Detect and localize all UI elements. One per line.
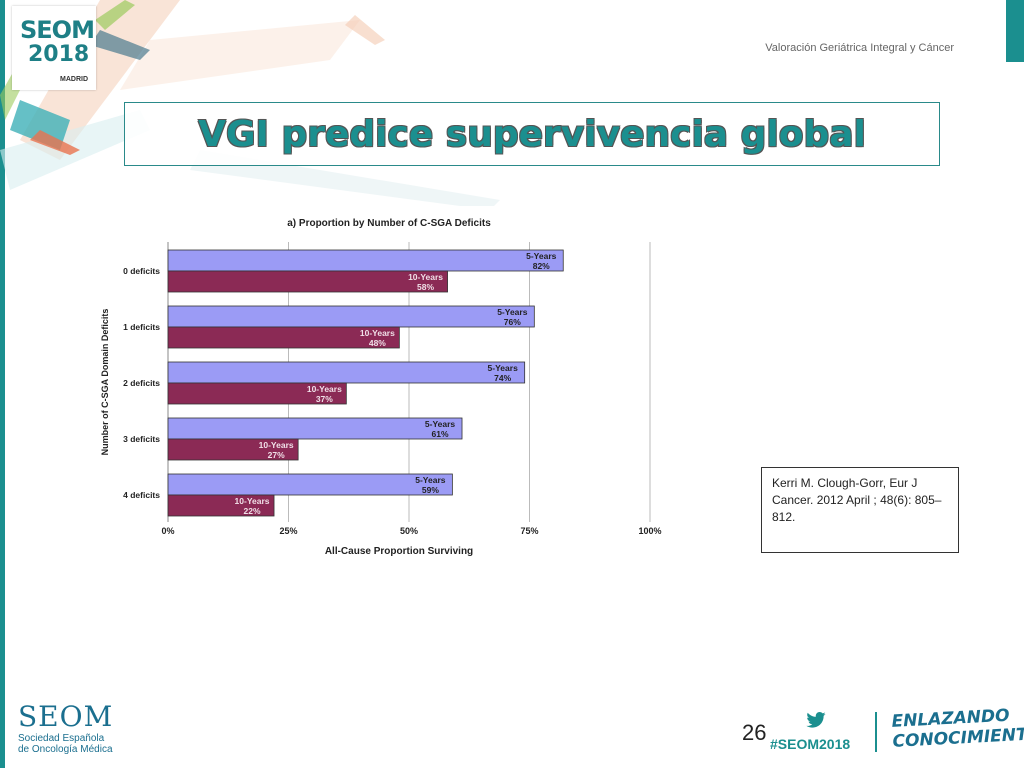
bar-value-label: 37% bbox=[316, 394, 333, 404]
seom-2018-logo: SEOM 2018 MADRID bbox=[12, 6, 96, 90]
bar-series-label: 10-Years bbox=[408, 272, 443, 282]
y-category-label: 3 deficits bbox=[123, 434, 160, 444]
bar-value-label: 58% bbox=[417, 282, 434, 292]
citation-box: Kerri M. Clough-Gorr, Eur J Cancer. 2012… bbox=[761, 467, 959, 553]
bar-series-label: 5-Years bbox=[425, 419, 456, 429]
corner-accent bbox=[1006, 0, 1024, 62]
x-tick-label: 0% bbox=[161, 526, 174, 536]
page-number: 26 bbox=[742, 720, 767, 745]
y-axis-label: Number of C-SGA Domain Deficits bbox=[100, 309, 110, 456]
bar-5-years bbox=[167, 305, 535, 328]
chart-image: a) Proportion by Number of C-SGA Deficit… bbox=[60, 206, 680, 566]
bar-5-years bbox=[167, 361, 526, 384]
bar-5-years bbox=[167, 473, 453, 496]
bar-series-label: 5-Years bbox=[526, 251, 557, 261]
slogan: ENLAZANDO CONOCIMIENTO bbox=[891, 704, 1024, 752]
bar-value-label: 59% bbox=[422, 485, 439, 495]
x-tick-label: 100% bbox=[638, 526, 661, 536]
bar-series-label: 5-Years bbox=[415, 475, 446, 485]
bar-value-label: 48% bbox=[369, 338, 386, 348]
logo-main-text: SEOM bbox=[20, 16, 95, 44]
x-axis-label: All-Cause Proportion Surviving bbox=[325, 546, 473, 557]
bar-5-years bbox=[167, 417, 463, 440]
y-category-label: 2 deficits bbox=[123, 378, 160, 388]
section-title: Valoración Geriátrica Integral y Cáncer bbox=[765, 42, 954, 54]
bar-value-label: 61% bbox=[432, 429, 449, 439]
bar-10-years bbox=[167, 494, 275, 517]
bar-value-label: 74% bbox=[494, 373, 511, 383]
footer-divider bbox=[875, 712, 877, 752]
slide-title: VGI predice supervivencia global bbox=[198, 113, 866, 155]
survival-bar-chart: a) Proportion by Number of C-SGA Deficit… bbox=[100, 218, 662, 557]
chart-title: a) Proportion by Number of C-SGA Deficit… bbox=[287, 218, 491, 229]
twitter-icon bbox=[806, 712, 826, 728]
hashtag: #SEOM2018 bbox=[770, 736, 851, 752]
bar-10-years bbox=[167, 270, 448, 293]
y-category-label: 0 deficits bbox=[123, 266, 160, 276]
bar-value-label: 82% bbox=[533, 261, 550, 271]
bar-5-years bbox=[167, 249, 564, 272]
bar-series-label: 10-Years bbox=[307, 384, 342, 394]
bar-series-label: 5-Years bbox=[497, 307, 528, 317]
seom-wordmark: SEOM bbox=[18, 700, 114, 733]
y-category-label: 4 deficits bbox=[123, 490, 160, 500]
title-box: VGI predice supervivencia global bbox=[124, 102, 940, 166]
seom-footer-logo: SEOM Sociedad Española de Oncología Médi… bbox=[18, 700, 113, 755]
bar-10-years bbox=[167, 326, 400, 349]
x-tick-label: 75% bbox=[520, 526, 538, 536]
bar-value-label: 22% bbox=[244, 506, 261, 516]
bar-series-label: 10-Years bbox=[235, 496, 270, 506]
logo-year-text: 2018 bbox=[28, 42, 90, 67]
bar-10-years bbox=[167, 438, 299, 461]
bar-series-label: 10-Years bbox=[259, 440, 294, 450]
bar-value-label: 76% bbox=[504, 317, 521, 327]
seom-subtitle-line1: Sociedad Española bbox=[18, 733, 105, 744]
bar-series-label: 5-Years bbox=[488, 363, 519, 373]
x-tick-label: 50% bbox=[400, 526, 418, 536]
x-tick-label: 25% bbox=[279, 526, 297, 536]
left-accent-bar bbox=[0, 0, 5, 768]
logo-city-text: MADRID bbox=[60, 76, 88, 83]
y-category-label: 1 deficits bbox=[123, 322, 160, 332]
bar-series-label: 10-Years bbox=[360, 328, 395, 338]
seom-subtitle-line2: de Oncología Médica bbox=[18, 744, 113, 755]
bar-10-years bbox=[167, 382, 347, 405]
bar-value-label: 27% bbox=[268, 450, 285, 460]
